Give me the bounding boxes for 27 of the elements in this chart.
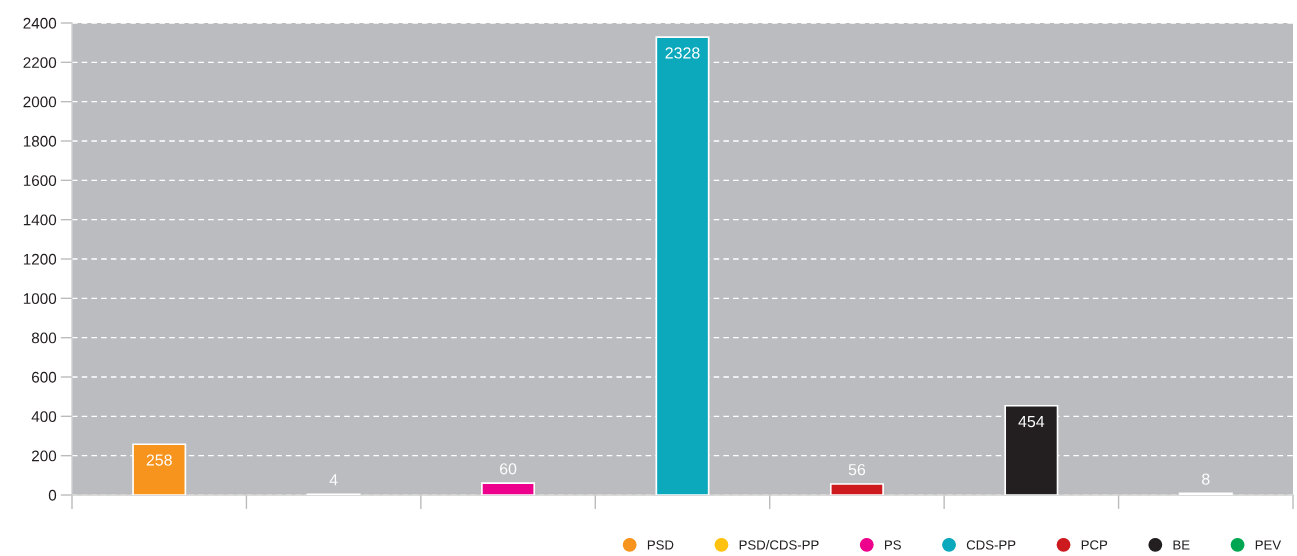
- y-tick-label: 1200: [23, 253, 57, 265]
- data-label: 60: [500, 463, 517, 475]
- data-label: 4: [329, 474, 338, 486]
- y-tick-label: 400: [31, 411, 57, 423]
- y-tick-label: 1600: [23, 175, 57, 187]
- y-tick-label: 1400: [23, 214, 57, 226]
- data-label: 8: [1202, 473, 1210, 485]
- data-label: 454: [1018, 416, 1045, 428]
- y-tick-label: 1000: [23, 293, 57, 305]
- legend-label: BE: [1173, 540, 1190, 550]
- y-tick-label: 0: [48, 489, 57, 501]
- legend-label: PCP: [1081, 540, 1108, 550]
- y-tick-label: 2000: [23, 96, 57, 108]
- y-tick-label: 200: [32, 450, 57, 462]
- legend-label: PSD/CDS-PP: [739, 539, 819, 550]
- data-label: 2328: [665, 47, 700, 59]
- y-tick-label: 2200: [23, 57, 57, 69]
- y-tick-label: 600: [32, 371, 57, 383]
- y-tick-label: 2400: [23, 17, 57, 29]
- data-label: 258: [146, 454, 172, 466]
- data-label: 56: [848, 463, 866, 476]
- legend-label: PEV: [1255, 540, 1282, 550]
- y-tick-label: 1800: [23, 135, 57, 147]
- legend-label: CDS-PP: [966, 540, 1016, 550]
- legend-label: PS: [885, 540, 901, 550]
- legend-label: PSD: [647, 540, 674, 550]
- y-tick-label: 800: [31, 332, 57, 344]
